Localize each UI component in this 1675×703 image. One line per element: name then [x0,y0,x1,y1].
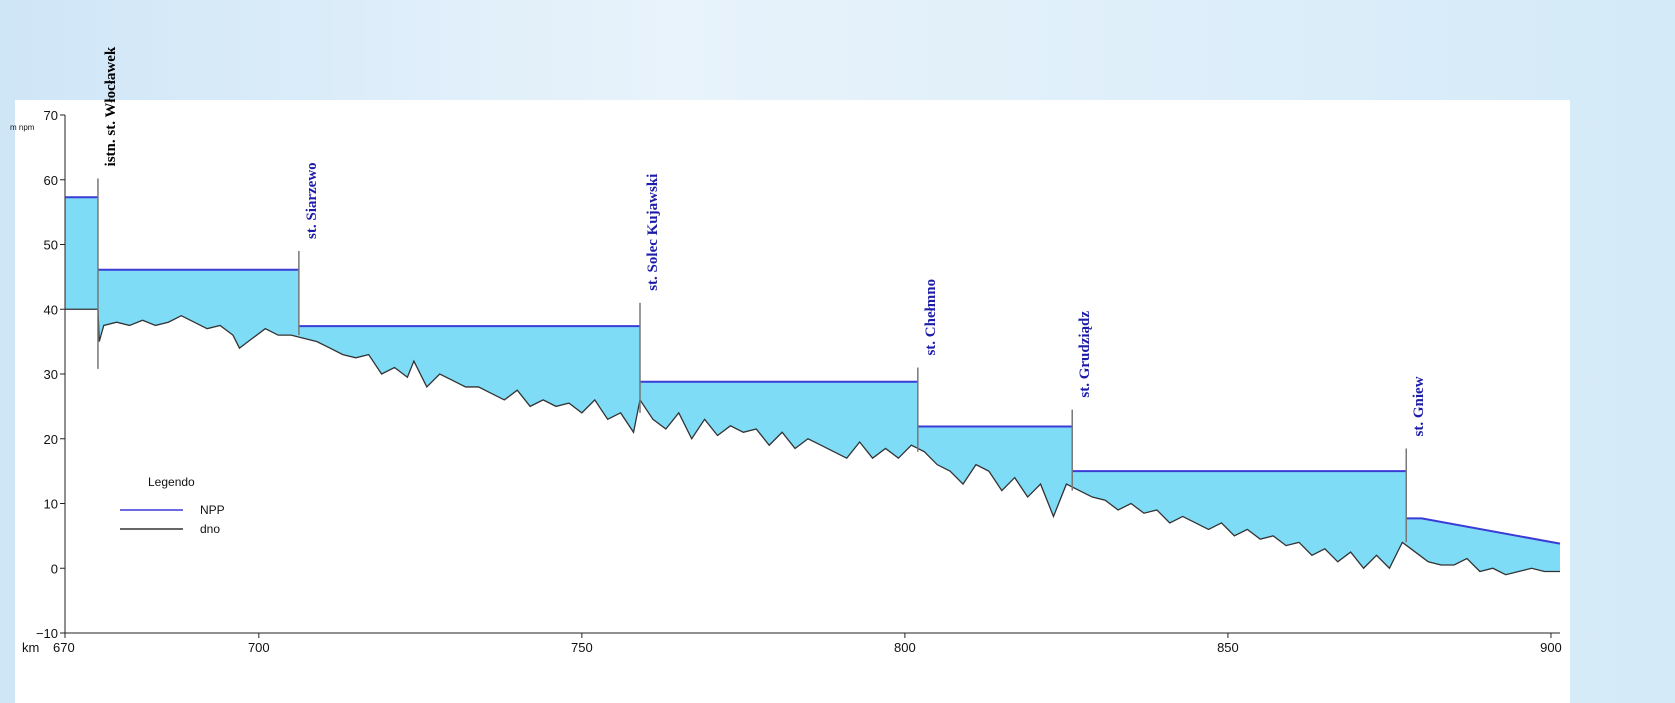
station-label: st. Gniew [1411,376,1427,436]
y-tick-label: 60 [44,173,58,188]
station-label: st. Chełmno [923,279,939,356]
x-tick-label: 700 [248,640,270,655]
y-tick-label: −10 [36,626,58,641]
x-tick-label: 750 [571,640,593,655]
x-tick-label: 670 [53,640,75,655]
y-tick-label: 0 [51,561,58,576]
x-axis-label: km [22,640,39,655]
y-tick-label: 50 [44,238,58,253]
y-tick-label: 30 [44,367,58,382]
station-label: istn. st. Włocławek [103,46,119,166]
water-fill [917,426,1073,517]
water-fill [1072,471,1407,569]
water-fill [97,269,299,349]
series-line [65,308,1560,576]
legend-label: NPP [200,503,225,517]
station-label: st. Solec Kujawski [645,174,661,291]
y-axis-label: m npm [10,123,35,132]
series-line [65,196,1561,545]
water-fill [65,197,98,310]
legend-label: dno [200,522,220,536]
legend-title: Legendo [148,475,195,489]
x-tick-label: 850 [1217,640,1239,655]
x-tick-label: 800 [894,640,916,655]
y-tick-label: 20 [44,432,58,447]
y-tick-label: 70 [44,108,58,123]
station-label: st. Siarzewo [304,162,320,239]
y-tick-label: 40 [44,302,58,317]
x-tick-label: 900 [1540,640,1562,655]
station-label: st. Grudziądz [1077,311,1093,398]
water-fill [1406,518,1560,575]
water-fill [640,381,918,459]
y-tick-label: 10 [44,497,58,512]
